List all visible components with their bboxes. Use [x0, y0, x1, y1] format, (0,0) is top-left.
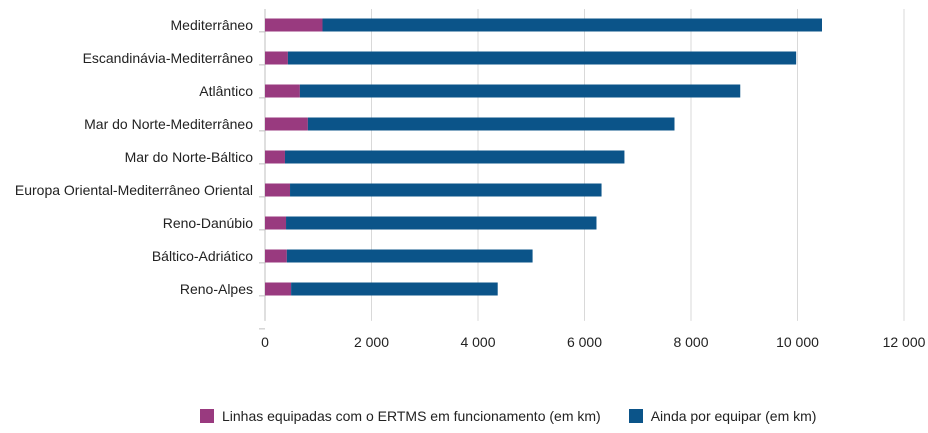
category-label: Mar do Norte-Mediterrâneo	[84, 116, 253, 132]
legend-swatch-pending	[628, 409, 643, 423]
x-tick-label: 4 000	[460, 334, 495, 350]
bar-equipped	[265, 249, 287, 263]
legend-label-pending: Ainda por equipar (em km)	[650, 408, 817, 424]
category-label: Reno-Alpes	[180, 281, 253, 297]
legend-swatch-equipped	[200, 409, 214, 423]
bar-pending	[299, 84, 741, 98]
bar-equipped	[265, 51, 288, 65]
bar-equipped	[265, 18, 323, 32]
bar-equipped	[265, 117, 308, 131]
bar-pending	[322, 18, 822, 32]
x-tick-label: 6 000	[567, 334, 602, 350]
category-label: Europa Oriental-Mediterrâneo Oriental	[15, 182, 253, 198]
bar-equipped	[265, 282, 292, 296]
bar-equipped	[265, 216, 287, 230]
x-tick-label: 2 000	[354, 334, 389, 350]
category-label: Mediterrâneo	[171, 17, 254, 33]
bar-pending	[307, 117, 675, 131]
bar-pending	[291, 282, 498, 296]
legend-item-equipped: Linhas equipadas com o ERTMS em funciona…	[200, 408, 601, 424]
bar-chart: 0 2 000 4 000 6 000 8 000 10 000 12 000 Mediter…	[15, 9, 926, 350]
legend: Linhas equipadas com o ERTMS em funciona…	[200, 408, 816, 424]
category-label: Mar do Norte-Báltico	[125, 149, 254, 165]
category-label: Báltico-Adriático	[152, 248, 253, 264]
category-label: Escandinávia-Mediterrâneo	[83, 50, 254, 66]
bar-pending	[286, 216, 597, 230]
category-label: Atlântico	[199, 83, 253, 99]
x-tick-label: 12 000	[883, 334, 926, 350]
category-label: Reno-Danúbio	[163, 215, 253, 231]
bar-equipped	[265, 150, 285, 164]
legend-label-equipped: Linhas equipadas com o ERTMS em funciona…	[222, 408, 601, 424]
bar-pending	[286, 249, 533, 263]
bar-equipped	[265, 84, 300, 98]
bar-equipped	[265, 183, 291, 197]
bar-pending	[287, 51, 797, 65]
bar-pending	[290, 183, 602, 197]
x-tick-label: 0	[261, 334, 269, 350]
legend-item-pending: Ainda por equipar (em km)	[628, 408, 817, 424]
x-tick-label: 10 000	[776, 334, 819, 350]
x-tick-label: 8 000	[673, 334, 708, 350]
bar-pending	[284, 150, 625, 164]
